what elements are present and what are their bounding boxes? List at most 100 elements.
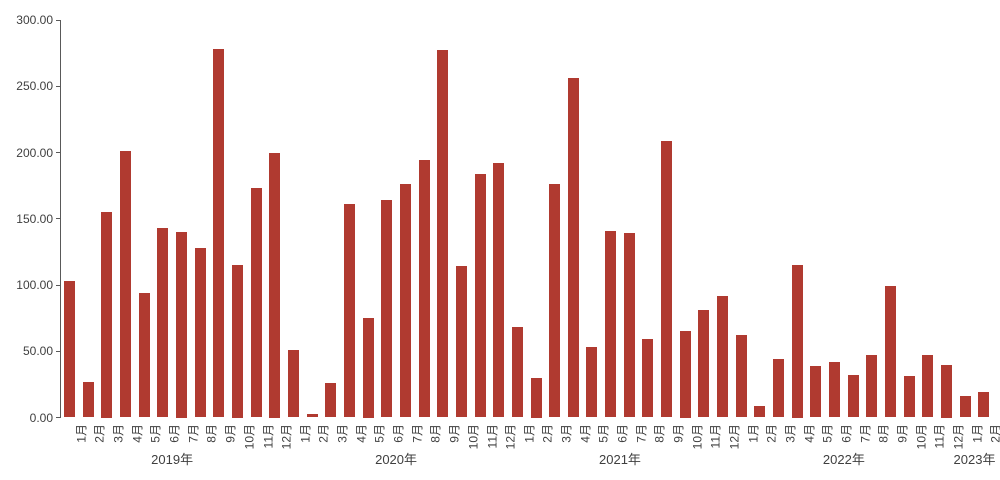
y-tick xyxy=(56,417,60,418)
x-month-label: 10月 xyxy=(242,424,257,450)
x-month-label: 11月 xyxy=(708,424,723,449)
x-month-label: 4月 xyxy=(578,424,593,443)
x-month-label: 1月 xyxy=(970,424,985,443)
x-month-label: 7月 xyxy=(186,424,201,443)
x-month-label: 11月 xyxy=(485,424,500,449)
x-year-label: 2020年 xyxy=(375,451,418,467)
bar-2021年-11月 xyxy=(698,310,710,418)
x-month-label: 7月 xyxy=(410,424,425,443)
y-tick xyxy=(56,284,60,286)
x-month-label: 4月 xyxy=(354,424,369,443)
x-month-label: 12月 xyxy=(727,424,742,450)
bar-2020年-1月 xyxy=(287,349,299,418)
y-tick-label: 100.00 xyxy=(16,278,53,292)
bar-2021年-12月 xyxy=(717,295,729,418)
bar-2022年-4月 xyxy=(791,265,803,418)
y-tick xyxy=(56,19,60,21)
x-month-label: 3月 xyxy=(559,424,574,443)
bar-2022年-6月 xyxy=(829,361,841,418)
x-month-label: 3月 xyxy=(335,424,350,443)
x-month-label: 5月 xyxy=(596,424,611,443)
bar-2021年-3月 xyxy=(549,184,561,418)
x-month-label: 6月 xyxy=(615,424,630,443)
bar-2019年-11月 xyxy=(250,188,262,418)
bar-2019年-6月 xyxy=(157,228,169,418)
y-tick-label: 250.00 xyxy=(16,79,53,94)
bar-2020年-5月 xyxy=(362,318,374,418)
bar-2019年-10月 xyxy=(231,265,243,418)
bar-2020年-10月 xyxy=(455,266,467,418)
bar-2020年-2月 xyxy=(306,413,318,418)
bar-2022年-9月 xyxy=(885,286,897,418)
x-month-label: 1月 xyxy=(746,424,761,443)
bar-2021年-1月 xyxy=(511,327,523,418)
bar-2021年-9月 xyxy=(661,140,673,418)
x-month-label: 5月 xyxy=(820,424,835,443)
x-year-label: 2023年 xyxy=(953,451,996,467)
bar-2021年-8月 xyxy=(642,339,654,418)
x-year-label: 2021年 xyxy=(599,451,641,467)
bar-2019年-5月 xyxy=(138,292,150,418)
x-month-label: 3月 xyxy=(111,424,126,443)
y-tick xyxy=(56,218,60,220)
x-month-label: 7月 xyxy=(634,424,649,443)
bar-2019年-12月 xyxy=(269,152,281,418)
x-month-label: 5月 xyxy=(373,424,388,443)
x-month-label: 2月 xyxy=(541,424,555,443)
bar-2022年-1月 xyxy=(735,335,747,418)
x-month-label: 5月 xyxy=(149,424,164,443)
bar-2021年-10月 xyxy=(679,331,691,418)
bar-2021年-5月 xyxy=(586,347,598,418)
x-month-label: 10月 xyxy=(690,424,705,450)
x-month-label: 9月 xyxy=(671,424,686,443)
bar-2023年-2月 xyxy=(978,392,990,418)
y-tick xyxy=(56,152,60,153)
bar-2019年-3月 xyxy=(101,212,113,418)
y-tick-label: 150.00 xyxy=(16,211,53,226)
bar-2022年-11月 xyxy=(922,355,934,418)
x-year-label: 2022年 xyxy=(822,451,865,467)
x-year-label: 2019年 xyxy=(151,451,194,467)
x-month-label: 1月 xyxy=(74,424,89,443)
y-tick-label: 200.00 xyxy=(16,145,53,160)
x-month-label: 9月 xyxy=(223,424,238,443)
x-month-label: 8月 xyxy=(429,424,444,443)
bar-2021年-6月 xyxy=(605,230,617,418)
x-month-label: 9月 xyxy=(447,424,462,443)
x-month-label: 11月 xyxy=(261,424,276,449)
x-month-label: 11月 xyxy=(932,424,947,449)
bar-2020年-4月 xyxy=(343,204,355,418)
x-month-label: 4月 xyxy=(130,424,145,443)
bar-2022年-12月 xyxy=(941,364,953,418)
y-tick-label: 50.00 xyxy=(22,344,53,359)
bar-2019年-7月 xyxy=(175,232,187,418)
x-month-label: 12月 xyxy=(951,424,966,450)
x-month-label: 2月 xyxy=(764,424,779,443)
x-month-label: 2月 xyxy=(93,424,108,443)
bar-2019年-9月 xyxy=(213,49,225,418)
x-month-label: 10月 xyxy=(466,424,481,450)
bar-2022年-7月 xyxy=(847,375,859,418)
bar-2021年-4月 xyxy=(567,78,579,418)
y-tick-label: 0.00 xyxy=(29,410,53,425)
bar-2022年-8月 xyxy=(866,355,878,418)
y-tick xyxy=(56,85,60,87)
bar-2022年-10月 xyxy=(903,376,915,418)
bar-2019年-4月 xyxy=(119,151,131,418)
bar-2019年-2月 xyxy=(82,381,94,418)
bar-2020年-9月 xyxy=(437,50,449,418)
y-tick xyxy=(56,350,60,352)
x-month-label: 8月 xyxy=(876,424,891,443)
x-month-label: 12月 xyxy=(503,424,518,450)
bar-2023年-1月 xyxy=(959,396,971,418)
x-month-label: 1月 xyxy=(298,424,313,443)
x-month-label: 9月 xyxy=(895,424,910,443)
x-month-label: 12月 xyxy=(279,424,294,450)
bar-2021年-7月 xyxy=(623,233,635,418)
x-month-label: 6月 xyxy=(391,424,406,443)
bar-2022年-2月 xyxy=(754,405,766,418)
x-month-label: 8月 xyxy=(205,424,220,443)
bar-2021年-2月 xyxy=(530,377,542,418)
x-month-label: 3月 xyxy=(783,424,798,443)
